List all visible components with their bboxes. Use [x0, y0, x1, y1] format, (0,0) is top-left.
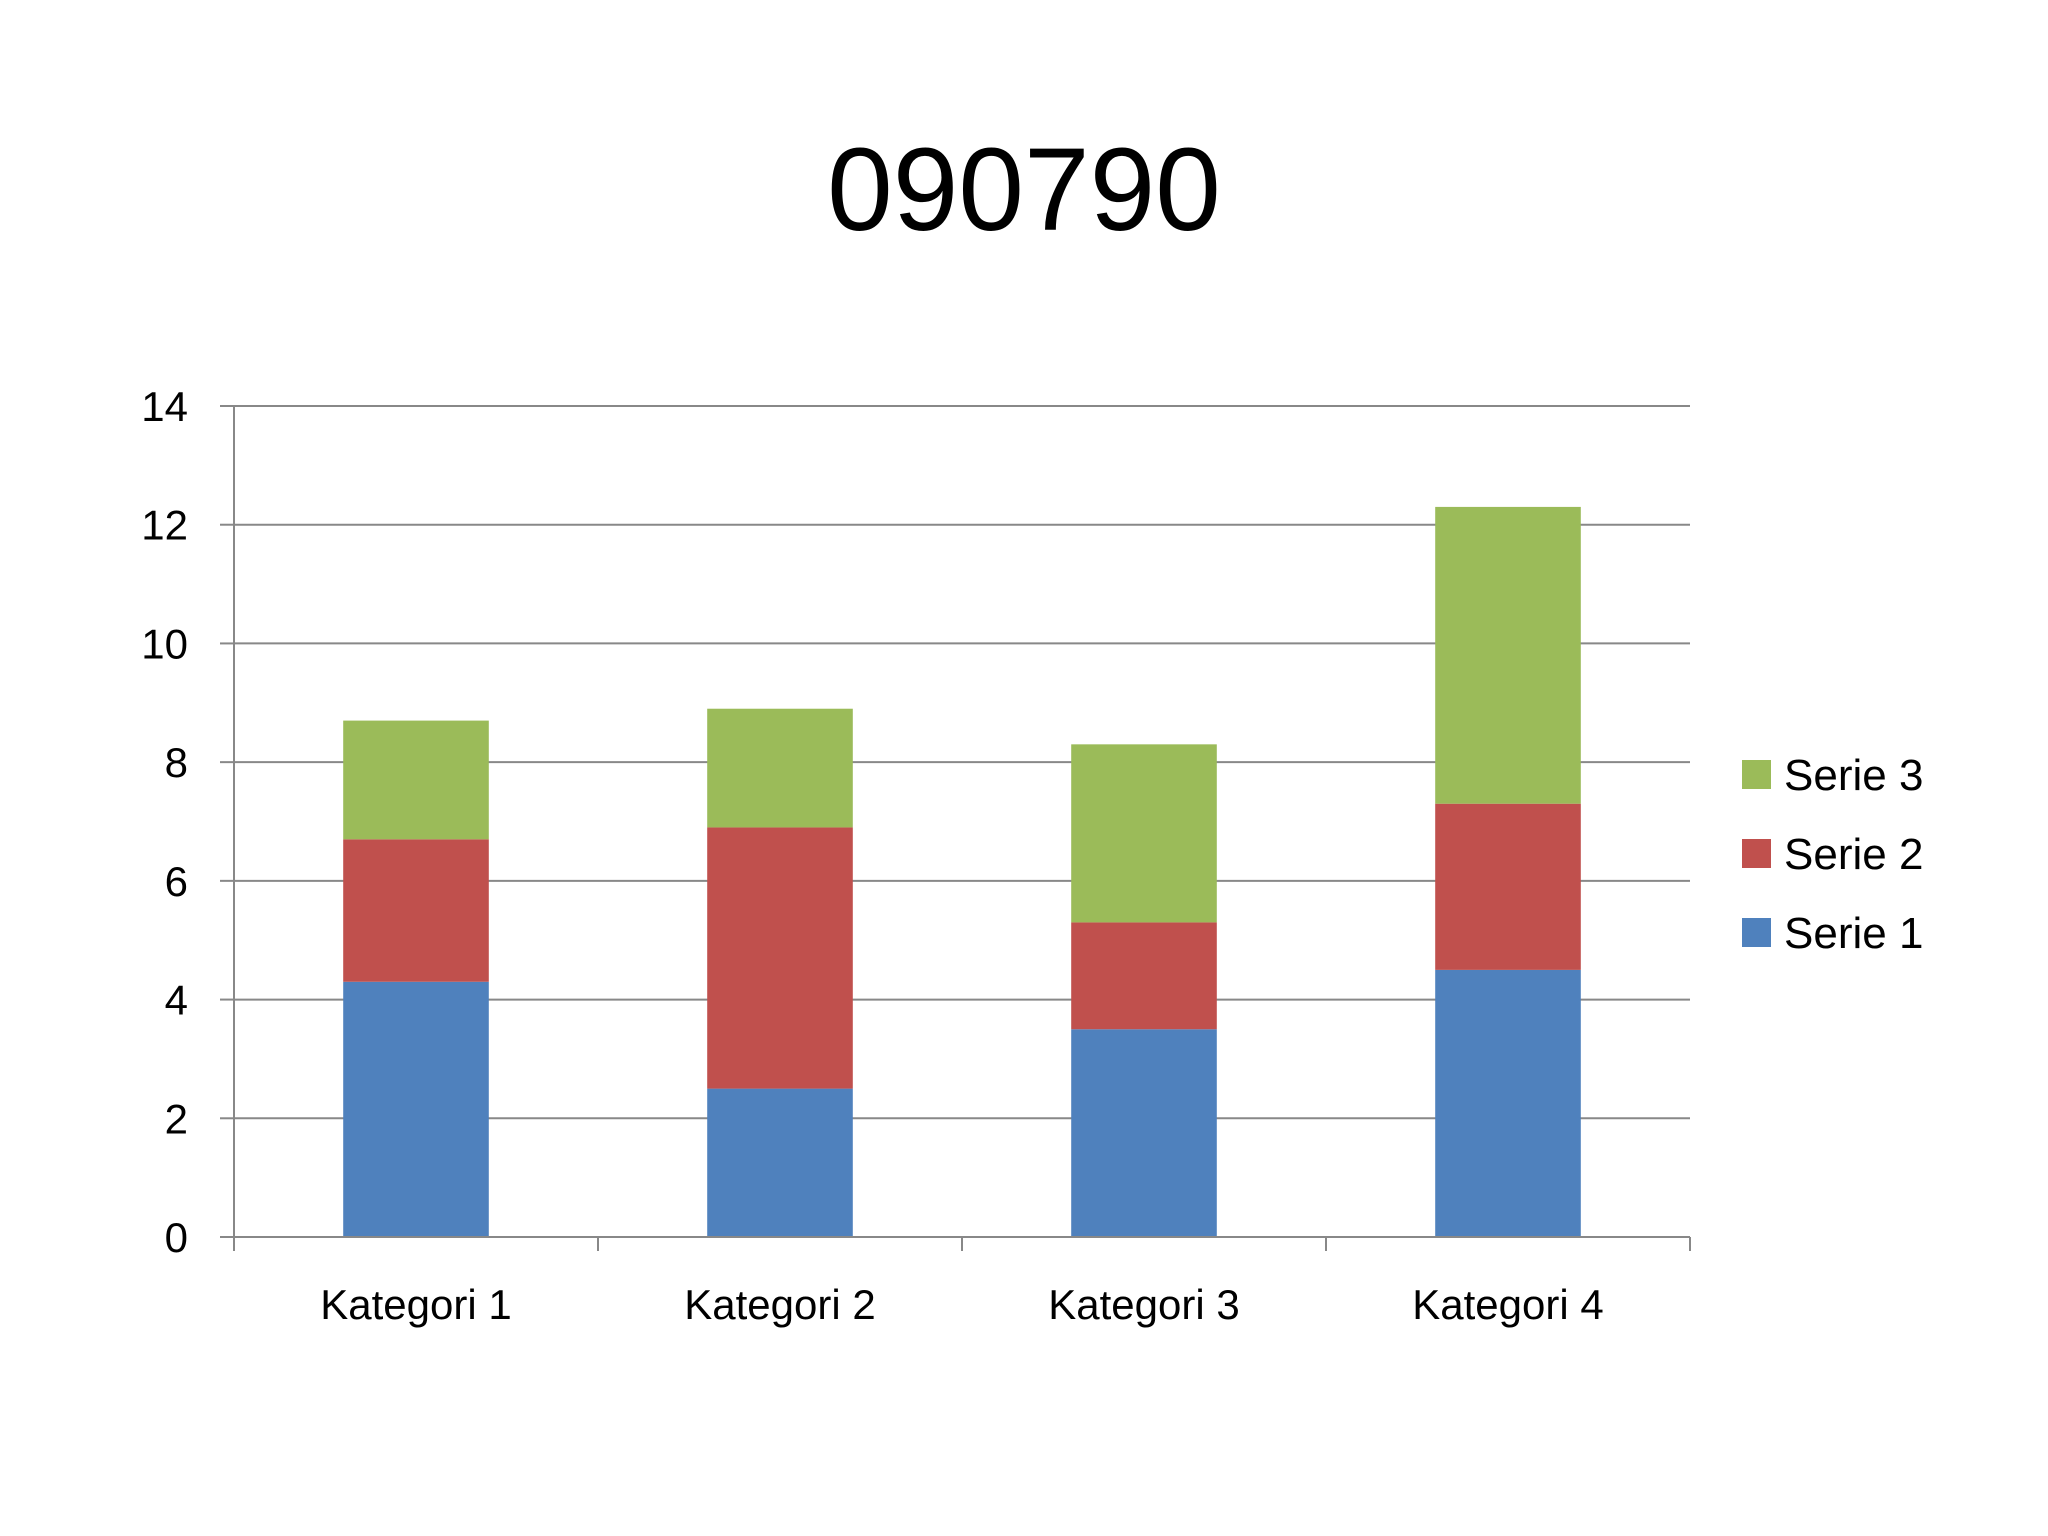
bar-serie-3-cat-4 [1435, 506, 1581, 804]
y-tick-label: 10 [141, 620, 188, 667]
y-tick-label: 8 [165, 739, 188, 786]
chart-title: 090790 [827, 124, 1221, 256]
bar-serie-2-cat-4 [1435, 803, 1581, 970]
x-tick-label: Kategori 1 [320, 1281, 511, 1328]
y-tick-label: 2 [165, 1095, 188, 1142]
legend-label: Serie 3 [1784, 751, 1923, 800]
tick-labels: 0 2 4 6 8 10 12 14 Kategori 1 Kategori 2 Kategori … [141, 383, 1603, 1328]
y-tick-label: 12 [141, 502, 188, 549]
legend-swatch-serie-2 [1742, 839, 1771, 868]
bar-serie-1-cat-2 [707, 1088, 853, 1237]
bar-serie-2-cat-2 [707, 827, 853, 1089]
bar-serie-3-cat-2 [707, 708, 853, 828]
bars [343, 506, 1581, 1237]
legend-label: Serie 1 [1784, 909, 1923, 958]
legend-label: Serie 2 [1784, 830, 1923, 879]
bar-serie-2-cat-1 [343, 839, 489, 982]
bar-serie-3-cat-1 [343, 720, 489, 840]
x-tick-label: Kategori 2 [684, 1281, 875, 1328]
bar-serie-2-cat-3 [1071, 922, 1217, 1030]
legend-swatch-serie-1 [1742, 918, 1771, 947]
x-tick-label: Kategori 3 [1048, 1281, 1239, 1328]
y-tick-label: 0 [165, 1214, 188, 1261]
axes [220, 405, 1691, 1251]
bar-serie-1-cat-3 [1071, 1029, 1217, 1237]
legend: Serie 3 Serie 2 Serie 1 [1742, 751, 1923, 958]
bar-serie-1-cat-4 [1435, 969, 1581, 1237]
y-tick-label: 14 [141, 383, 188, 430]
legend-swatch-serie-3 [1742, 760, 1771, 789]
x-tick-label: Kategori 4 [1412, 1281, 1603, 1328]
bar-serie-3-cat-3 [1071, 744, 1217, 923]
y-tick-label: 6 [165, 858, 188, 905]
bar-serie-1-cat-1 [343, 981, 489, 1237]
y-tick-label: 4 [165, 977, 188, 1024]
